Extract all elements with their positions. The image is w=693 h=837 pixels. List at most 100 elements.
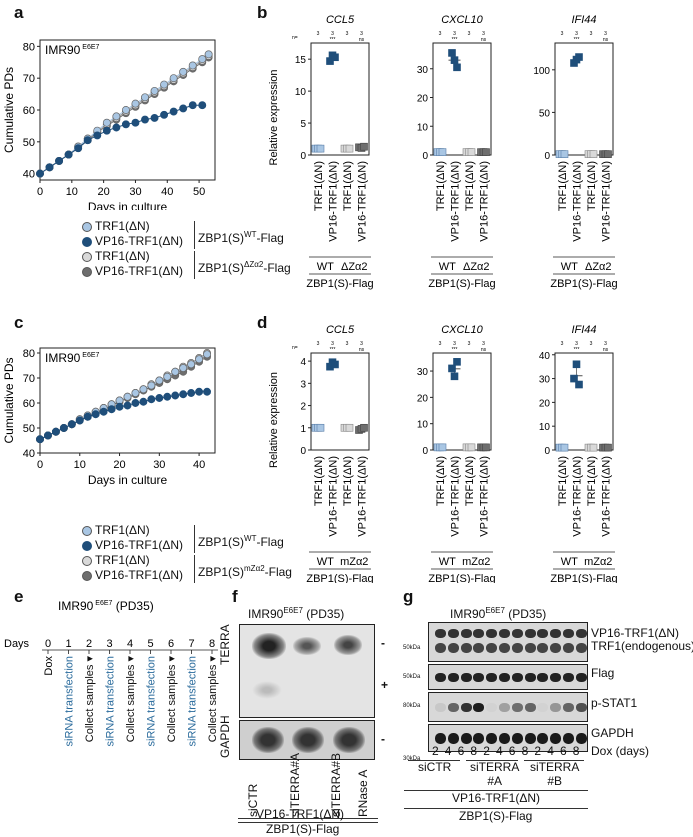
blot-band <box>460 733 472 744</box>
series-line <box>39 391 208 440</box>
legend-item: TRF1(ΔN) <box>82 249 183 264</box>
n-value: 3 <box>482 31 485 37</box>
data-point <box>604 443 612 452</box>
blot-band <box>499 733 510 744</box>
significance: ns <box>481 37 487 43</box>
y-tick-label: 30 <box>417 367 429 378</box>
blot-band <box>550 629 562 638</box>
data-point <box>179 390 188 399</box>
blot-band <box>473 703 485 712</box>
blot-g-pstat-strip <box>428 692 588 722</box>
y-tick-label: 5 <box>300 119 306 130</box>
data-point <box>570 374 578 383</box>
blot-band <box>473 673 485 682</box>
legend-item: VP16-TRF1(ΔN) <box>82 234 183 249</box>
blot-band <box>486 629 498 638</box>
y-tick-label: 0 <box>422 446 428 457</box>
significance: *** <box>330 347 336 353</box>
y-tick-label: 2 <box>300 402 306 413</box>
y-tick-label: 10 <box>417 420 429 431</box>
y-axis-label: Relative expression <box>268 372 280 468</box>
blot-band <box>537 703 549 712</box>
rnase-plus: + <box>381 678 389 692</box>
y-tick-label: 10 <box>295 87 307 98</box>
dox-label: Dox <box>43 656 55 676</box>
blot-band <box>524 733 536 744</box>
blot-band <box>473 629 485 638</box>
y-tick-label: 0 <box>544 446 550 457</box>
dox-day-label: 6 <box>457 744 465 758</box>
group-label: siTERRA #B <box>530 760 580 788</box>
blot-g-group: ZBP1(S)-Flag <box>459 809 533 823</box>
data-point <box>467 443 476 452</box>
legend-item: VP16-TRF1(ΔN) <box>82 568 183 583</box>
legend-item: VP16-TRF1(ΔN) <box>82 264 183 279</box>
data-point <box>450 372 459 381</box>
timeline-title: IMR90 E6E7 (PD35) <box>58 600 154 613</box>
data-point <box>123 392 132 401</box>
y-tick-label: 30 <box>539 375 551 386</box>
legend-item: VP16-TRF1(ΔN) <box>82 538 183 553</box>
data-point <box>160 80 169 89</box>
x-category-label: VP16-TRF1(ΔN) <box>572 456 584 537</box>
collect-samples-event: Collect samples ▾ <box>207 656 219 743</box>
group-label: WT <box>439 556 456 568</box>
blot-band <box>435 703 446 712</box>
y-tick-label: 80 <box>23 41 35 53</box>
group-label: WT <box>561 556 578 568</box>
blot-band <box>473 733 485 744</box>
legend-group-wt: ZBP1(S)WT-Flag <box>198 230 284 245</box>
plot-frame <box>432 42 492 156</box>
blot-g-gapdh-strip <box>428 724 588 752</box>
data-point <box>139 385 148 394</box>
data-point <box>198 101 207 110</box>
legend-group-wt-c: ZBP1(S)WT-Flag <box>198 534 284 549</box>
blot-g-label: VP16-TRF1(ΔN) <box>591 626 680 640</box>
data-point <box>169 74 178 83</box>
gene-title: IFI44 <box>571 324 596 336</box>
data-point <box>112 112 121 121</box>
x-category-label: VP16-TRF1(ΔN) <box>357 161 369 242</box>
day-tick-label: 3 <box>106 638 112 650</box>
data-point <box>171 391 180 400</box>
gene-title: CCL5 <box>326 14 355 26</box>
days-label: Days <box>4 638 30 650</box>
plot-frame <box>432 352 492 451</box>
blot-g-label: GAPDH <box>591 726 634 740</box>
blot-f-group: ZBP1(S)-Flag <box>266 822 340 836</box>
blot-f-title: IMR90E6E7 (PD35) <box>248 606 345 621</box>
collect-samples-event: Collect samples ▾ <box>166 656 178 743</box>
x-tick-label: 20 <box>98 186 110 198</box>
group-label: ΔZα2 <box>463 261 490 273</box>
x-category-label: VP16-TRF1(ΔN) <box>450 161 462 242</box>
siRNA-transfection-event: siRNA transfection <box>64 656 76 746</box>
blot-band <box>575 733 587 744</box>
blot-g-title: IMR90E6E7 (PD35) <box>450 606 547 621</box>
dox-day-label: 6 <box>560 744 567 758</box>
significance: *** <box>330 37 336 43</box>
data-point <box>331 360 339 369</box>
data-point <box>83 136 92 145</box>
panel-label-g: g <box>403 587 414 606</box>
data-point <box>169 107 178 116</box>
panel-label-c: c <box>14 313 24 332</box>
data-point <box>74 144 83 153</box>
significance: *** <box>574 347 580 353</box>
data-point <box>155 376 164 385</box>
panel-label-d: d <box>257 313 268 332</box>
y-tick-label: 10 <box>539 422 551 433</box>
blot-band <box>550 733 562 744</box>
blot-band <box>563 643 574 653</box>
n-value: 3 <box>331 341 334 347</box>
blot-band <box>524 703 536 712</box>
data-point <box>141 93 149 102</box>
data-point <box>560 150 569 158</box>
dox-day-label: 4 <box>547 744 554 758</box>
data-point <box>467 148 476 156</box>
data-point <box>448 364 456 373</box>
blot-band <box>537 733 549 744</box>
gene-title: CCL5 <box>326 324 355 336</box>
day-tick-label: 8 <box>209 638 215 650</box>
panel-label-e: e <box>14 587 24 606</box>
